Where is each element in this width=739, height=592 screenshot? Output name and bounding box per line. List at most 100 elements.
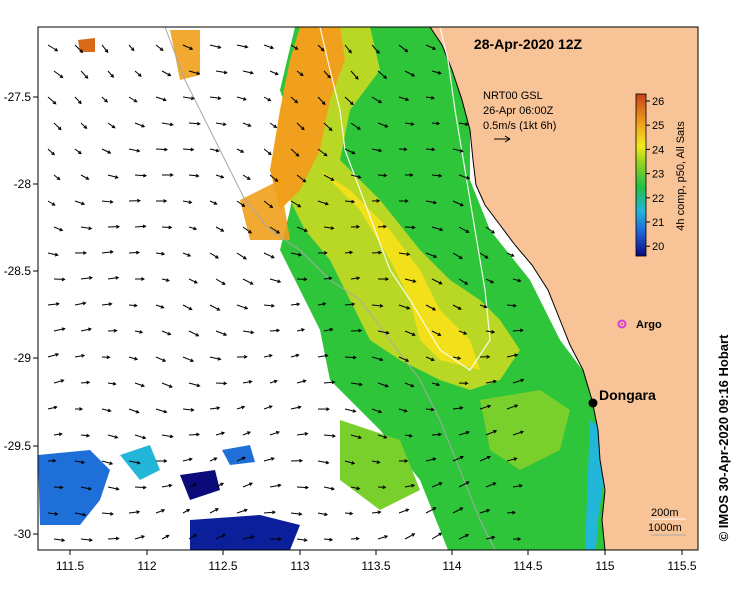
x-tick-label: 114 <box>442 559 461 573</box>
current-arrow <box>371 510 382 515</box>
dongara-marker: Dongara <box>588 387 656 408</box>
current-arrow <box>458 226 470 233</box>
current-arrow <box>101 96 108 103</box>
current-arrow <box>425 457 437 462</box>
current-arrow <box>269 122 278 128</box>
current-arrow <box>431 532 443 540</box>
current-arrow <box>101 250 114 254</box>
current-arrow <box>134 277 146 281</box>
current-arrow <box>425 407 435 412</box>
current-arrow <box>209 96 222 100</box>
current-arrow <box>128 148 141 153</box>
current-arrow <box>404 533 416 540</box>
current-arrow <box>47 252 59 257</box>
current-arrow <box>269 537 282 541</box>
current-arrow <box>344 355 357 360</box>
current-arrow <box>350 434 362 439</box>
current-arrow <box>296 174 307 183</box>
current-arrow <box>269 430 280 436</box>
current-arrow <box>236 456 246 462</box>
current-arrow <box>269 70 279 76</box>
current-arrow <box>485 379 497 384</box>
current-arrow <box>107 122 116 129</box>
current-arrow <box>344 408 357 413</box>
current-arrow <box>53 538 66 542</box>
current-arrow <box>47 302 60 306</box>
current-arrow <box>458 174 471 180</box>
current-arrow <box>182 304 193 311</box>
current-arrow <box>182 200 193 204</box>
current-arrow <box>512 537 522 541</box>
current-arrow <box>155 509 166 514</box>
current-arrow <box>53 485 64 490</box>
current-arrow <box>161 278 170 282</box>
current-arrow <box>377 434 388 439</box>
current-arrow <box>101 511 114 516</box>
current-arrow <box>317 512 329 517</box>
current-arrow <box>80 380 91 385</box>
current-arrow <box>236 405 246 410</box>
isobath-1000m <box>164 27 496 550</box>
current-arrow <box>74 407 84 411</box>
current-arrow <box>242 482 253 488</box>
current-arrow <box>188 226 198 231</box>
current-arrow <box>323 434 336 438</box>
current-arrow <box>74 512 87 517</box>
current-arrow <box>485 226 496 234</box>
current-arrow <box>215 122 227 127</box>
current-arrow <box>317 96 326 106</box>
current-arrow <box>290 252 303 257</box>
current-arrow <box>128 96 138 103</box>
current-arrow <box>398 459 409 463</box>
current-arrow <box>242 330 255 335</box>
dongara-label: Dongara <box>599 387 656 403</box>
colorbar-tick-label: 22 <box>652 193 664 205</box>
current-arrow <box>404 122 415 126</box>
current-arrow <box>425 507 437 514</box>
current-arrow <box>458 122 469 126</box>
current-arrow <box>398 96 410 102</box>
current-arrow <box>263 405 273 410</box>
current-arrow <box>512 430 525 436</box>
current-arrow <box>107 276 120 280</box>
current-arrow <box>101 302 113 307</box>
current-arrow <box>263 303 276 308</box>
current-arrow <box>80 538 93 542</box>
current-arrow <box>74 148 82 155</box>
current-arrow <box>377 330 390 335</box>
current-arrow <box>506 510 516 515</box>
current-arrow <box>398 44 409 53</box>
colorbar-tick-label: 20 <box>652 241 664 253</box>
colorbar: 26 25 24 23 22 21 20 4h comp, p50, All Sats <box>635 93 687 257</box>
current-arrow <box>317 460 330 465</box>
current-arrow <box>155 147 169 152</box>
current-arrow <box>323 122 333 132</box>
current-arrow <box>269 379 278 384</box>
current-arrow <box>155 96 167 102</box>
current-arrow <box>398 252 411 257</box>
current-arrow <box>269 483 282 488</box>
colorbar-gradient <box>635 93 647 257</box>
current-arrow <box>80 433 91 438</box>
current-arrow <box>161 225 173 230</box>
x-axis: 111.5 112 112.5 113 113.5 114 114.5 115 115.5 <box>56 550 697 573</box>
current-arrow <box>236 200 246 207</box>
legend-arrow <box>494 135 511 143</box>
current-arrow <box>188 534 198 540</box>
current-arrow <box>242 226 253 234</box>
current-arrow <box>269 278 282 284</box>
current-arrow <box>350 70 359 80</box>
current-arrow <box>290 96 299 104</box>
current-arrow <box>317 302 327 306</box>
current-arrow <box>398 199 409 203</box>
current-arrow <box>188 278 198 284</box>
current-arrow <box>215 330 228 336</box>
current-arrow <box>215 534 226 540</box>
current-arrow <box>290 200 302 208</box>
current-arrow <box>182 457 193 462</box>
current-arrow <box>74 44 84 54</box>
current-arrow <box>512 378 525 384</box>
current-arrow <box>182 96 195 101</box>
current-arrow <box>155 304 165 309</box>
current-arrow <box>479 354 491 359</box>
